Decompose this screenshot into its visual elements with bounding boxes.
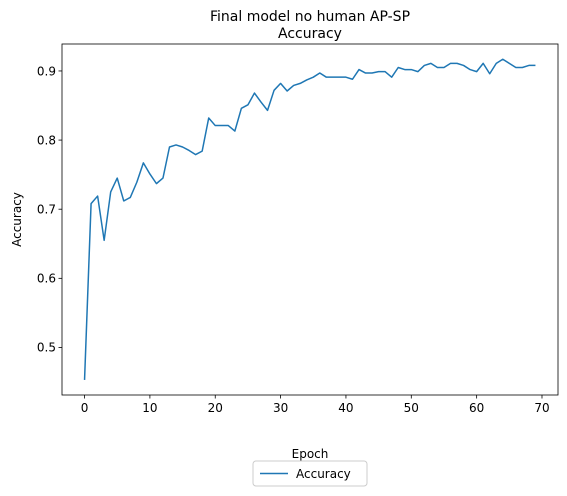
x-tick-label: 20 xyxy=(208,401,223,415)
chart-title-line-1: Final model no human AP-SP xyxy=(210,9,410,25)
legend-box xyxy=(252,460,368,487)
y-axis-ticks: 0.5 0.6 0.7 0.8 0.9 xyxy=(37,64,62,355)
x-tick-label: 50 xyxy=(404,401,419,415)
x-tick-label: 10 xyxy=(142,401,157,415)
y-tick-label: 0.9 xyxy=(37,64,56,78)
x-tick-label: 30 xyxy=(273,401,288,415)
legend: Accuracy xyxy=(252,460,368,487)
series-line-0 xyxy=(83,58,536,380)
chart-title: Final model no human AP-SP Accuracy xyxy=(210,9,410,42)
y-tick-label: 0.8 xyxy=(37,133,56,147)
y-axis-label: Accuracy xyxy=(10,192,24,247)
y-tick-label: 0.6 xyxy=(37,272,56,286)
y-tick-label: 0.7 xyxy=(37,203,56,217)
legend-label-accuracy: Accuracy xyxy=(296,467,351,481)
x-axis-ticks: 0 10 20 30 40 50 60 70 xyxy=(81,395,550,415)
plot-area xyxy=(83,58,536,380)
x-tick-label: 40 xyxy=(338,401,353,415)
x-axis-label: Epoch xyxy=(292,447,329,461)
x-tick-label: 0 xyxy=(81,401,89,415)
axes-frame xyxy=(61,43,559,396)
x-tick-label: 60 xyxy=(469,401,484,415)
chart-title-line-2: Accuracy xyxy=(278,26,342,42)
y-tick-label: 0.5 xyxy=(37,341,56,355)
x-tick-label: 70 xyxy=(534,401,549,415)
